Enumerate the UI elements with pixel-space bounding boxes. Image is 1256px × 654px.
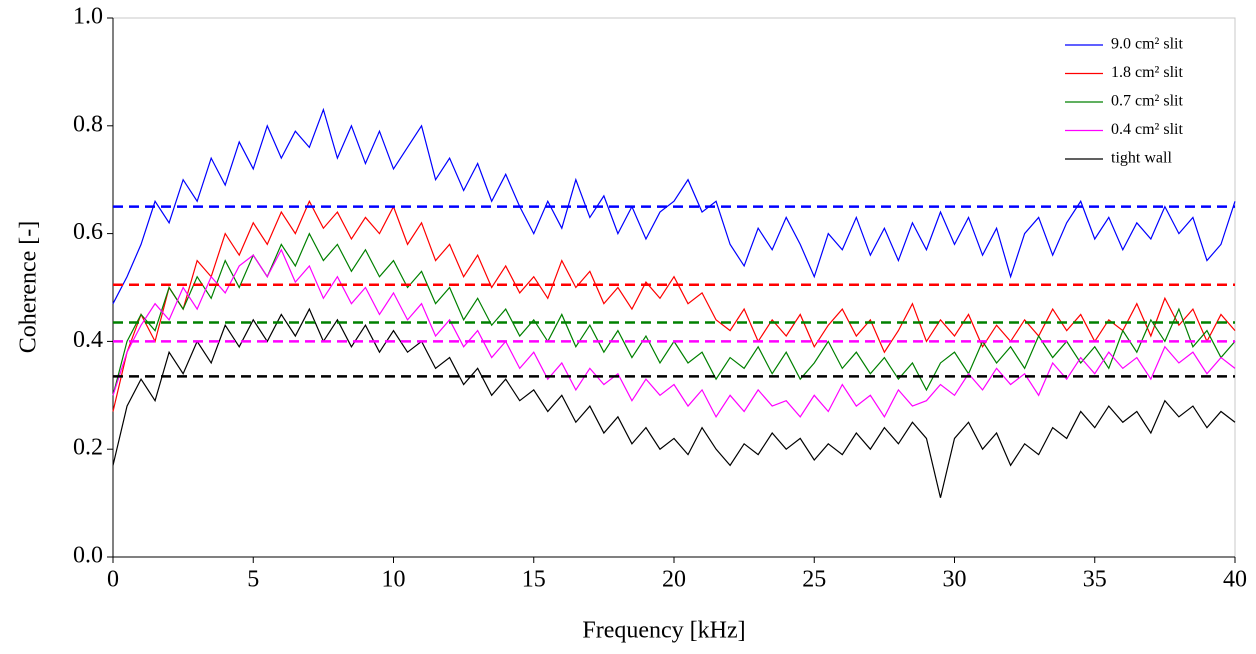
data-line	[112, 199, 1236, 412]
legend-label: 0.4 cm² slit	[1111, 121, 1183, 138]
legend-label: 0.7 cm² slit	[1111, 93, 1183, 110]
data-line	[112, 307, 1236, 498]
data-line	[112, 107, 1236, 304]
x-tick-label: 15	[522, 567, 546, 593]
y-tick-label: 1.0	[73, 4, 103, 30]
y-tick-label: 0.8	[73, 111, 103, 137]
y-axis-label: Coherence [-]	[16, 221, 42, 354]
y-tick-label: 0.2	[73, 435, 103, 461]
y-tick-label: 0.0	[73, 543, 103, 569]
legend-label: tight wall	[1111, 150, 1172, 167]
x-tick-label: 20	[662, 567, 686, 593]
legend-label: 9.0 cm² slit	[1111, 36, 1183, 53]
data-line	[112, 248, 1236, 419]
plot-frame	[112, 17, 1236, 558]
x-tick-label: 35	[1083, 567, 1107, 593]
x-tick-label: 25	[802, 567, 826, 593]
x-tick-label: 5	[247, 567, 259, 593]
y-tick-label: 0.4	[73, 327, 103, 353]
x-tick-label: 40	[1223, 567, 1247, 593]
y-tick-label: 0.6	[73, 219, 103, 245]
plot-lines	[112, 107, 1236, 498]
x-tick-label: 30	[943, 567, 967, 593]
x-tick-label: 10	[382, 567, 406, 593]
x-tick-label: 0	[107, 567, 119, 593]
x-axis-label: Frequency [kHz]	[582, 618, 745, 644]
legend-label: 1.8 cm² slit	[1111, 64, 1183, 81]
